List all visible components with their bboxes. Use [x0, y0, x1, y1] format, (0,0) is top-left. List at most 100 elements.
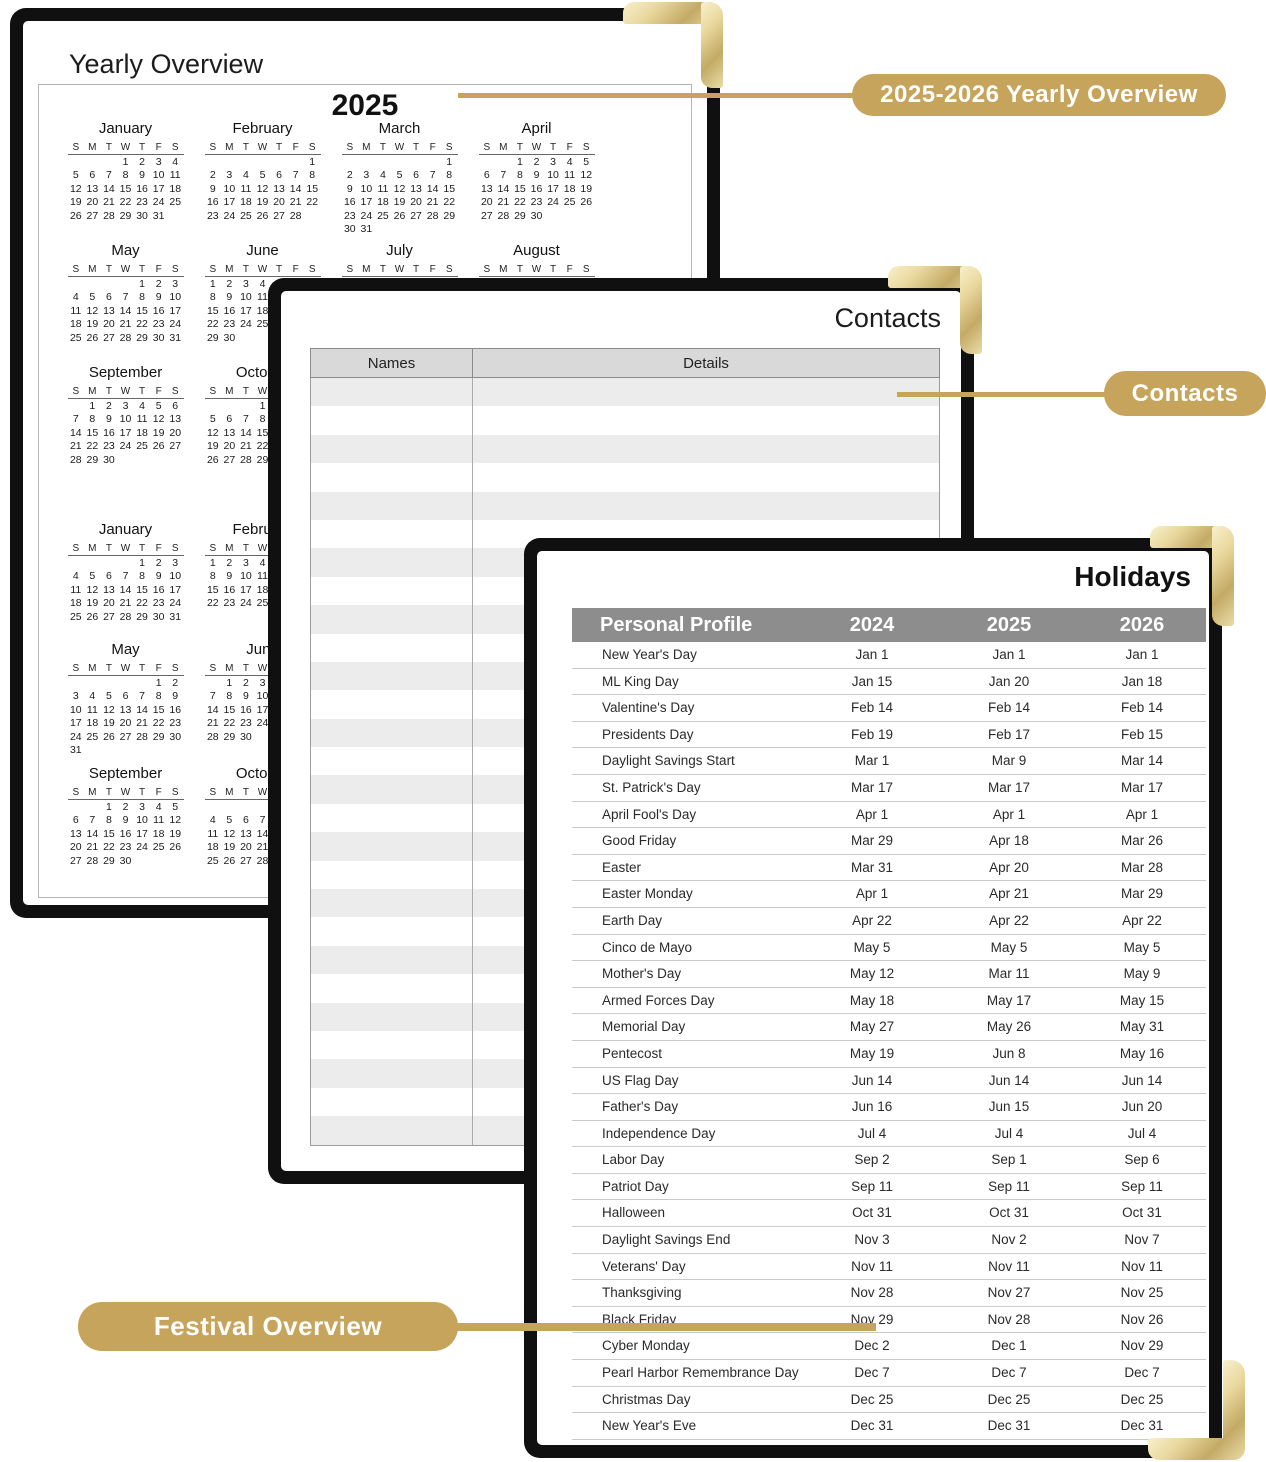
holiday-row: Pentecost May 19 Jun 8 May 16 — [572, 1041, 1206, 1068]
mini-month-september: September S M T W T F S 1 2 3 4 5 6 7 8 9 10 11 12 13 14 15 16 1… — [57, 364, 194, 467]
gold-corner-vertical-arm — [1212, 526, 1234, 626]
holiday-date-cell: Sep 11 — [1121, 1178, 1163, 1194]
holidays-table-header: Personal Profile 2024 2025 2026 — [572, 608, 1206, 642]
holiday-name-cell: Patriot Day — [602, 1178, 669, 1194]
month-name: March — [378, 120, 421, 137]
holiday-date-cell: Jul 4 — [857, 1125, 887, 1141]
holiday-date-cell: Nov 11 — [1121, 1258, 1163, 1274]
holiday-row: New Year's Day Jan 1 Jan 1 Jan 1 — [572, 642, 1206, 669]
gold-corner-icon — [888, 266, 982, 354]
contacts-details-column-header: Details — [683, 354, 729, 372]
holiday-name-cell: Easter — [602, 859, 642, 875]
holiday-name-cell: Halloween — [602, 1205, 666, 1221]
holiday-date-cell: Mar 28 — [1120, 859, 1164, 875]
holiday-date-cell: Jan 20 — [988, 673, 1030, 689]
holidays-header-2025: 2025 — [986, 613, 1032, 636]
holiday-date-cell: Nov 11 — [851, 1258, 893, 1274]
holiday-date-cell: Apr 1 — [992, 806, 1026, 822]
mini-month-may: May S M T W T F S 1 2 3 4 5 6 7 8 9 10 11 12 13 14 15 16 17 18 19 2… — [57, 242, 194, 345]
holiday-date-cell: Apr 22 — [989, 912, 1029, 928]
holiday-date-cell: Mar 11 — [988, 966, 1030, 982]
holiday-date-cell: May 17 — [986, 992, 1032, 1008]
holiday-date-cell: Feb 15 — [1120, 726, 1164, 742]
holiday-date-cell: Feb 14 — [987, 700, 1031, 716]
holiday-date-cell: Jul 4 — [994, 1125, 1024, 1141]
holiday-date-cell: Feb 19 — [850, 726, 894, 742]
holiday-name-cell: ML King Day — [602, 673, 679, 689]
mini-month-january: January S M T W T F S 1 2 3 4 5 6 7 8 9 10 11 12 13 14 15 16 17 1… — [57, 521, 194, 624]
holiday-date-cell: Apr 22 — [1122, 912, 1162, 928]
holiday-date-cell: Nov 2 — [991, 1232, 1027, 1248]
holiday-date-cell: Mar 26 — [1120, 833, 1164, 849]
holiday-date-cell: Sep 6 — [1124, 1152, 1160, 1168]
month-name: August — [513, 242, 560, 259]
holiday-name-cell: Daylight Savings Start — [602, 753, 735, 769]
holiday-date-cell: Dec 31 — [1120, 1418, 1164, 1434]
holidays-header-2024: 2024 — [849, 613, 895, 636]
holiday-row: Daylight Savings Start Mar 1 Mar 9 Mar 14 — [572, 748, 1206, 775]
holiday-row: Halloween Oct 31 Oct 31 Oct 31 — [572, 1200, 1206, 1228]
holiday-name-cell: Pentecost — [602, 1045, 663, 1061]
holiday-date-cell: Oct 31 — [852, 1205, 892, 1221]
contacts-table-header: Names Details — [310, 348, 940, 378]
holiday-date-cell: Apr 1 — [855, 806, 889, 822]
gold-corner-horizontal-arm — [623, 2, 723, 24]
holiday-name-cell: Presidents Day — [602, 726, 694, 742]
holiday-date-cell: Nov 3 — [854, 1232, 890, 1248]
holidays-page: Holidays Personal Profile 2024 2025 2026… — [524, 538, 1222, 1458]
month-name: July — [386, 242, 413, 259]
holiday-row: Easter Mar 31 Apr 20 Mar 28 — [572, 855, 1206, 882]
holiday-date-cell: Dec 25 — [1120, 1391, 1164, 1407]
holiday-date-cell: Feb 14 — [850, 700, 894, 716]
holiday-date-cell: Dec 31 — [987, 1418, 1031, 1434]
holiday-date-cell: May 15 — [1119, 992, 1165, 1008]
month-name: May — [111, 242, 140, 259]
holiday-date-cell: Jan 18 — [1121, 673, 1163, 689]
holiday-row: Pearl Harbor Remembrance Day Dec 7 Dec 7 De… — [572, 1360, 1206, 1387]
holiday-date-cell: Dec 25 — [850, 1391, 894, 1407]
holiday-date-cell: May 18 — [849, 992, 895, 1008]
holiday-row: St. Patrick's Day Mar 17 Mar 17 Mar 17 — [572, 775, 1206, 802]
holiday-name-cell: Good Friday — [602, 833, 677, 849]
contacts-pointer-line — [897, 392, 1106, 397]
holiday-date-cell: Nov 27 — [987, 1285, 1031, 1301]
gold-corner-vertical-arm — [701, 2, 723, 88]
holiday-row: Earth Day Apr 22 Apr 22 Apr 22 — [572, 908, 1206, 935]
holiday-row: Patriot Day Sep 11 Sep 11 Sep 11 — [572, 1174, 1206, 1201]
holiday-date-cell: May 5 — [1123, 939, 1161, 955]
holiday-row: Memorial Day May 27 May 26 May 31 — [572, 1014, 1206, 1041]
holiday-date-cell: Dec 1 — [991, 1338, 1027, 1354]
contact-empty-row — [311, 406, 939, 434]
holiday-date-cell: Apr 18 — [989, 833, 1029, 849]
mini-month-september: September S M T W T F S 1 2 3 4 5 6 7 8 9 10 11 12 13 14 15 16 1… — [57, 765, 194, 868]
year-2025-heading: 2025 — [331, 89, 399, 122]
holiday-row: Thanksgiving Nov 28 Nov 27 Nov 25 — [572, 1280, 1206, 1307]
holiday-date-cell: Oct 31 — [989, 1205, 1029, 1221]
holiday-date-cell: Nov 26 — [1120, 1311, 1164, 1327]
month-name: April — [521, 120, 552, 137]
holiday-row: Easter Monday Apr 1 Apr 21 Mar 29 — [572, 881, 1206, 908]
month-name: February — [232, 120, 293, 137]
holiday-row: Independence Day Jul 4 Jul 4 Jul 4 — [572, 1121, 1206, 1148]
gold-corner-vertical-arm — [1223, 1360, 1245, 1460]
yearly-overview-label-pill: 2025-2026 Yearly Overview — [852, 74, 1226, 116]
holiday-date-cell: Jul 4 — [1127, 1125, 1157, 1141]
holiday-date-cell: Jan 1 — [1125, 647, 1159, 662]
holiday-date-cell: Jan 1 — [992, 647, 1026, 662]
holiday-date-cell: Nov 25 — [1120, 1285, 1164, 1301]
holiday-row: New Year's Eve Dec 31 Dec 31 Dec 31 — [572, 1413, 1206, 1440]
gold-corner-icon — [623, 2, 723, 88]
holiday-name-cell: Valentine's Day — [602, 700, 695, 716]
holiday-name-cell: US Flag Day — [602, 1072, 679, 1088]
holiday-row: Christmas Day Dec 25 Dec 25 Dec 25 — [572, 1387, 1206, 1414]
gold-corner-vertical-arm — [960, 266, 982, 354]
